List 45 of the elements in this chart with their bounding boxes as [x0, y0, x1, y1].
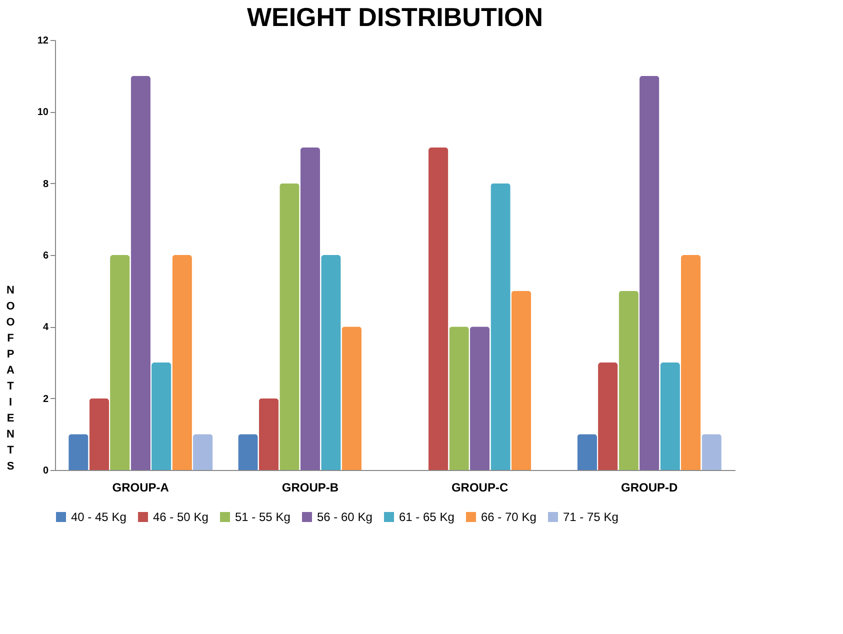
bar	[702, 434, 722, 470]
bar	[258, 398, 279, 470]
bar	[130, 76, 150, 470]
bar	[89, 398, 110, 470]
bar	[342, 326, 362, 470]
legend-label: 46 - 50 Kg	[153, 510, 208, 524]
bar	[449, 326, 469, 470]
bar	[238, 434, 258, 470]
bar	[172, 255, 192, 470]
bar	[598, 362, 618, 470]
x-tick-label: GROUP-A	[112, 480, 170, 494]
legend-label: 56 - 60 Kg	[317, 510, 372, 524]
bar	[470, 326, 490, 470]
bar	[660, 362, 680, 470]
x-tick-label: GROUP-C	[451, 480, 508, 494]
x-tick-label: GROUP-D	[621, 480, 678, 494]
legend-label: 71 - 75 Kg	[563, 510, 618, 524]
bar	[511, 290, 532, 470]
bar	[640, 76, 660, 470]
bar	[577, 434, 597, 470]
bar	[193, 434, 213, 470]
y-tick-label: 4	[42, 322, 49, 334]
bar	[680, 255, 701, 470]
bar	[110, 255, 130, 470]
legend-label: 66 - 70 Kg	[481, 510, 536, 524]
x-tick-label: GROUP-B	[282, 480, 339, 494]
bar	[152, 362, 172, 470]
bar	[68, 434, 88, 470]
bar	[618, 290, 638, 470]
legend-label: 61 - 65 Kg	[399, 510, 454, 524]
y-tick-label: 8	[42, 178, 49, 190]
y-tick-label: 10	[37, 107, 49, 118]
legend-label: 40 - 45 Kg	[71, 510, 126, 524]
text: NO OF PATIENTS	[6, 284, 15, 472]
y-tick-label: 6	[42, 250, 49, 262]
y-tick-label: 12	[37, 36, 49, 46]
chart-title: WEIGHT DISTRIBUTION	[246, 2, 544, 32]
bar	[428, 148, 448, 470]
legend-label: 51 - 55 Kg	[235, 510, 290, 524]
bar	[321, 255, 341, 470]
bar	[490, 183, 510, 470]
y-tick-label: 2	[42, 394, 49, 405]
y-tick-label: 0	[42, 466, 49, 476]
bar	[300, 148, 320, 470]
bar	[280, 183, 300, 470]
